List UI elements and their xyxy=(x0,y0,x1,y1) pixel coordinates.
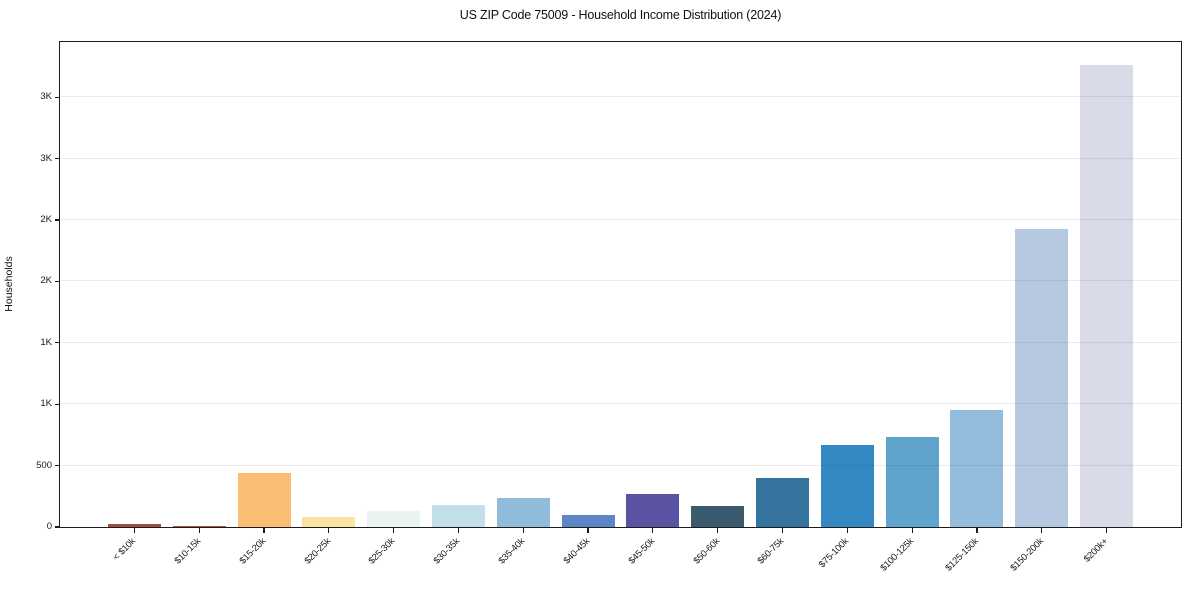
x-tick-mark xyxy=(133,528,135,533)
x-tick-label: $200k+ xyxy=(1081,536,1110,564)
bar-60-75k xyxy=(756,477,810,527)
x-tick-label: $60-75k xyxy=(755,536,786,566)
x-tick-mark xyxy=(587,528,589,533)
bar-20-25k xyxy=(302,516,356,527)
gridline-y-3500 xyxy=(60,96,1181,98)
y-tick-mark xyxy=(55,526,60,528)
x-tick-mark xyxy=(393,528,395,533)
x-tick-mark xyxy=(328,528,330,533)
y-tick-mark xyxy=(55,219,60,221)
x-tick-mark xyxy=(846,528,848,533)
bar-45-50k xyxy=(626,493,680,527)
y-tick-label: 2K xyxy=(40,275,52,287)
bar-100-125k xyxy=(885,437,939,527)
x-tick-label: $125-150k xyxy=(943,536,981,573)
bar-150-200k xyxy=(1015,228,1069,527)
x-tick-label: $150-200k xyxy=(1007,536,1045,573)
y-tick-mark xyxy=(55,96,60,98)
x-tick-mark xyxy=(976,528,978,533)
y-tick-label: 3K xyxy=(40,152,52,164)
x-tick-mark xyxy=(911,528,913,533)
bar-125-150k xyxy=(950,410,1004,527)
chart-title: US ZIP Code 75009 - Household Income Dis… xyxy=(459,8,782,22)
x-tick-label: $30-35k xyxy=(431,536,462,566)
y-tick-mark xyxy=(55,342,60,344)
x-tick-label: $35-40k xyxy=(496,536,527,566)
x-tick-label: $45-50k xyxy=(626,536,656,566)
y-tick-label: 1K xyxy=(40,398,52,410)
y-tick-label: 0 xyxy=(46,521,52,532)
gridline-y-1000 xyxy=(60,403,1181,405)
gridline-y-1500 xyxy=(60,341,1181,343)
x-tick-mark xyxy=(522,528,524,533)
bar-10-15k xyxy=(172,525,226,527)
bar-50-60k xyxy=(691,506,745,527)
x-tick-label: $20-25k xyxy=(302,536,332,566)
bar-200k xyxy=(1080,65,1134,527)
x-tick-label: < $10k xyxy=(111,536,138,563)
x-tick-mark xyxy=(781,528,784,533)
y-tick-mark xyxy=(55,280,60,283)
y-tick-label: 2K xyxy=(40,214,52,226)
x-tick-mark xyxy=(457,528,460,533)
x-tick-mark xyxy=(1105,528,1108,533)
x-tick-mark xyxy=(717,528,719,533)
bar-30-35k xyxy=(431,504,485,527)
y-tick-label: 1K xyxy=(40,336,52,348)
y-tick-label: 500 xyxy=(36,459,52,471)
gridline-y-3000 xyxy=(60,157,1181,159)
x-tick-label: $10-15k xyxy=(172,536,203,566)
bar-10k xyxy=(107,523,161,527)
x-tick-label: $25-30k xyxy=(366,536,397,566)
bar-75-100k xyxy=(820,444,874,527)
x-tick-mark xyxy=(1041,528,1043,533)
gridline-y-2500 xyxy=(60,219,1181,221)
x-tick-mark xyxy=(652,528,654,533)
x-tick-label: $15-20k xyxy=(237,536,268,566)
y-tick-mark xyxy=(55,158,60,160)
bar-25-30k xyxy=(367,511,421,527)
x-tick-mark xyxy=(198,528,200,533)
bar-35-40k xyxy=(496,497,550,527)
plot-area xyxy=(59,41,1182,528)
x-tick-label: $75-100k xyxy=(817,536,851,570)
gridline-y-2000 xyxy=(60,280,1181,282)
bar-15-20k xyxy=(237,472,291,527)
y-tick-mark xyxy=(55,403,60,405)
x-tick-label: $100-125k xyxy=(878,536,916,573)
x-tick-label: $50-60k xyxy=(690,536,721,566)
y-tick-mark xyxy=(55,465,60,467)
y-tick-label: 3K xyxy=(40,91,52,103)
x-tick-label: $40-45k xyxy=(561,536,592,566)
bar-40-45k xyxy=(561,514,615,527)
gridline-y-500 xyxy=(60,464,1181,466)
x-tick-mark xyxy=(263,528,265,533)
